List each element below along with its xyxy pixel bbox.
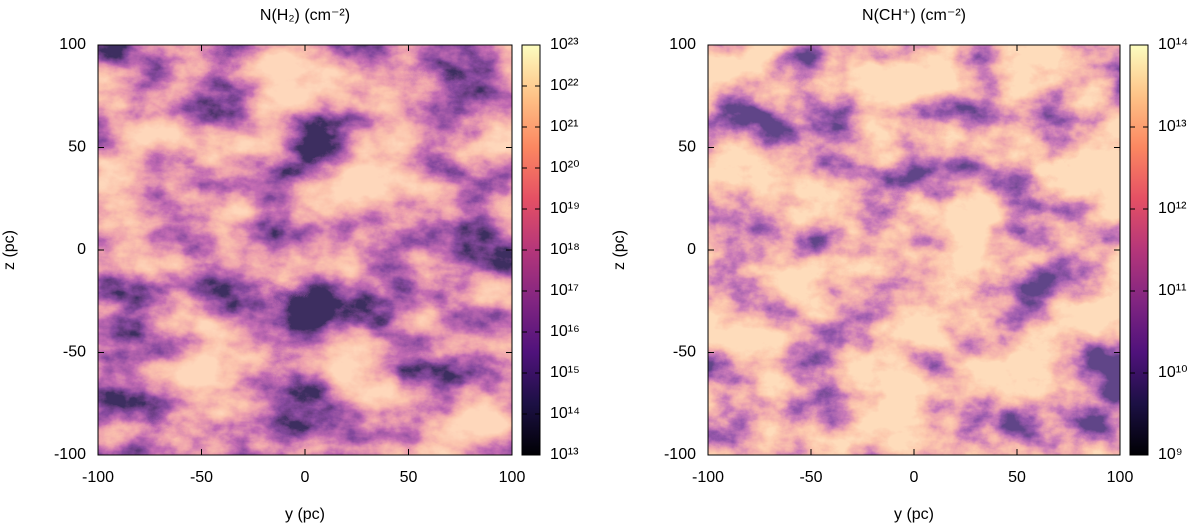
colorbar-tick-label: 10¹⁸: [550, 241, 580, 258]
colorbar-tick-label: 10¹⁴: [1158, 36, 1188, 53]
colorbar-tick-label: 10²⁰: [550, 159, 580, 176]
x-tick-label: 100: [1107, 469, 1134, 486]
x-tick-label: 0: [910, 469, 919, 486]
colorbar-tick-label: 10¹³: [1158, 118, 1187, 135]
x-axis-label: y (pc): [285, 506, 325, 523]
y-tick-label: -50: [63, 344, 86, 361]
density-map: [98, 45, 512, 455]
density-map: [708, 45, 1120, 455]
colorbar-tick-label: 10²³: [550, 36, 579, 53]
x-tick-label: 100: [499, 469, 526, 486]
x-tick-label: -50: [799, 469, 822, 486]
chart-title: N(H₂) (cm⁻²): [260, 7, 350, 24]
y-tick-label: -50: [673, 344, 696, 361]
x-tick-label: -50: [190, 469, 213, 486]
x-tick-label: 50: [400, 469, 418, 486]
colorbar-tick-label: 10¹²: [1158, 200, 1187, 217]
x-tick-label: 50: [1008, 469, 1026, 486]
y-tick-label: 0: [687, 241, 696, 258]
colorbar-tick-label: 10¹⁴: [550, 405, 580, 422]
y-axis-label: z (pc): [1, 230, 18, 270]
colorbar-tick-label: 10²¹: [550, 118, 578, 135]
y-tick-label: -100: [664, 446, 696, 463]
colorbar-tick-label: 10¹⁹: [550, 200, 580, 217]
y-axis-label: z (pc): [611, 230, 628, 270]
colorbar-tick-label: 10¹⁶: [550, 323, 580, 340]
colorbar-tick-label: 10¹⁷: [550, 282, 579, 299]
chart-title: N(CH⁺) (cm⁻²): [862, 7, 966, 24]
colorbar-tick-label: 10¹⁰: [1158, 364, 1188, 381]
colorbar-tick-label: 10¹¹: [1158, 282, 1186, 299]
x-tick-label: -100: [692, 469, 724, 486]
colorbar-tick-label: 10⁹: [1158, 446, 1183, 463]
y-tick-label: -100: [54, 446, 86, 463]
x-tick-label: 0: [301, 469, 310, 486]
y-tick-label: 100: [59, 36, 86, 53]
y-tick-label: 50: [678, 139, 696, 156]
colorbar-tick-label: 10¹⁵: [550, 364, 580, 381]
x-tick-label: -100: [82, 469, 114, 486]
colorbar-tick-label: 10²²: [550, 77, 579, 94]
y-tick-label: 100: [669, 36, 696, 53]
colorbar-tick-label: 10¹³: [550, 446, 579, 463]
y-tick-label: 50: [68, 139, 86, 156]
x-axis-label: y (pc): [894, 506, 934, 523]
colorbar: [1129, 44, 1149, 456]
y-tick-label: 0: [77, 241, 86, 258]
